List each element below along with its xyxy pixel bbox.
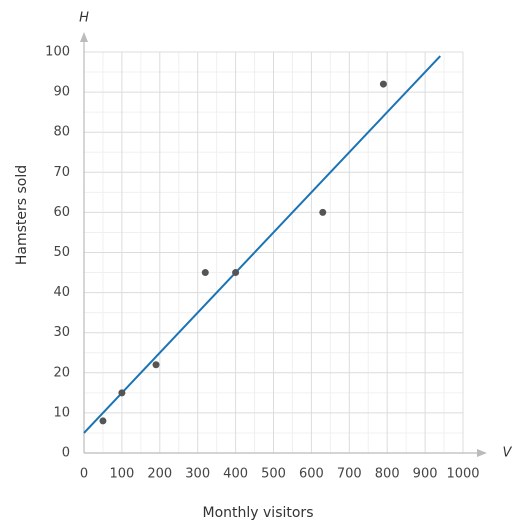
data-point (118, 389, 126, 397)
y-tick-label: 10 (53, 405, 70, 420)
data-point (232, 269, 240, 277)
data-point (99, 417, 107, 425)
y-tick-label: 0 (62, 446, 70, 461)
y-tick-label: 100 (45, 45, 70, 60)
x-tick-label: 900 (413, 467, 438, 482)
y-tick-label: 80 (53, 125, 70, 140)
fit-line (83, 55, 441, 434)
grid (83, 51, 464, 454)
x-tick-label: 200 (147, 467, 172, 482)
y-tick-label: 40 (53, 285, 70, 300)
y-tick-label: 20 (53, 365, 70, 380)
y-tick-label: 70 (53, 165, 70, 180)
x-tick-label: 600 (299, 467, 324, 482)
x-tick-label: 1000 (446, 467, 479, 482)
x-tick-label: 0 (80, 467, 88, 482)
y-tick-label: 90 (53, 85, 70, 100)
x-tick-label: 300 (185, 467, 210, 482)
x-axis-arrow (477, 449, 487, 457)
y-tick-label: 50 (53, 245, 70, 260)
x-tick-label: 100 (109, 467, 134, 482)
data-point (379, 80, 387, 88)
y-variable: H (79, 11, 89, 26)
data-point (201, 269, 209, 277)
x-variable: V (503, 446, 513, 461)
y-axis-label: Hamsters sold (14, 165, 30, 265)
x-tick-label: 700 (337, 467, 362, 482)
x-tick-label: 500 (261, 467, 286, 482)
data-point (152, 361, 160, 369)
y-tick-label: 30 (53, 325, 70, 340)
data-point (319, 208, 327, 216)
y-axis-arrow (80, 32, 88, 42)
y-tick-label: 60 (53, 205, 70, 220)
x-axis-label: Monthly visitors (203, 505, 314, 521)
x-tick-label: 400 (223, 467, 248, 482)
x-tick-label: 800 (375, 467, 400, 482)
